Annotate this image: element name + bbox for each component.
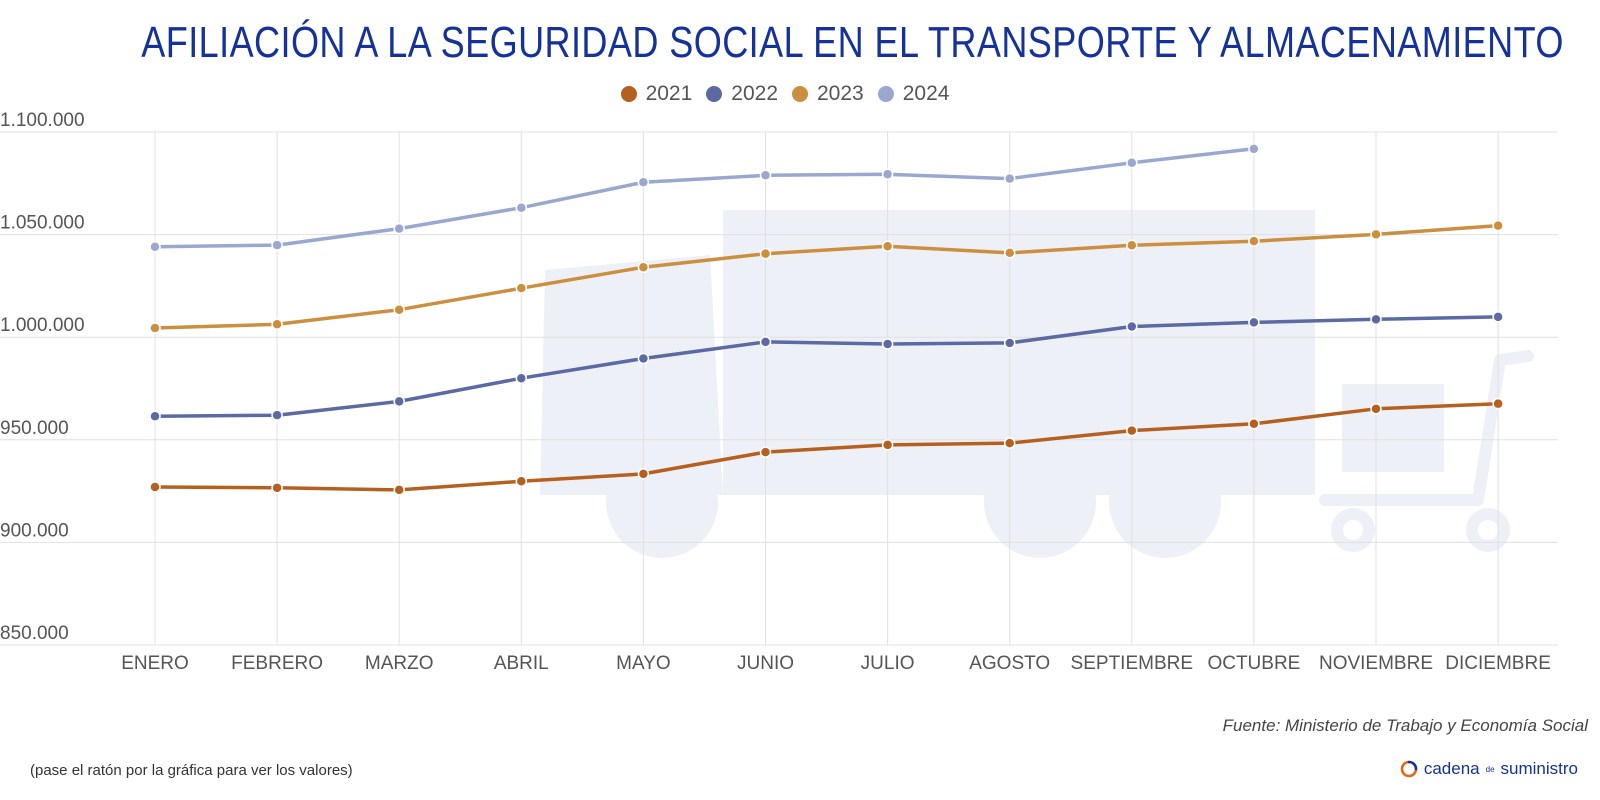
data-point-2023[interactable]	[393, 303, 405, 316]
data-point-2022[interactable]	[271, 409, 283, 421]
x-tick-label: JUNIO	[737, 653, 794, 674]
data-point-2024[interactable]	[1126, 157, 1138, 169]
source-note: Fuente: Ministerio de Trabajo y Economía…	[1222, 716, 1588, 735]
data-point-2022[interactable]	[1248, 316, 1260, 329]
data-point-2021[interactable]	[1492, 397, 1504, 410]
data-point-2024[interactable]	[393, 222, 405, 235]
data-point-2023[interactable]	[1370, 228, 1382, 241]
series-line-2022	[153, 315, 1500, 418]
x-tick-label: AGOSTO	[969, 653, 1050, 674]
truck-icon	[540, 210, 1315, 558]
y-tick-label: 1.100.000	[0, 110, 85, 131]
data-point-2022[interactable]	[759, 336, 772, 348]
data-point-2024[interactable]	[271, 239, 283, 251]
legend-item-2022[interactable]: 2022	[706, 82, 778, 106]
y-tick-label: 1.050.000	[0, 213, 85, 234]
data-point-2022[interactable]	[1492, 311, 1504, 323]
data-point-2023[interactable]	[759, 247, 772, 260]
data-point-2021[interactable]	[393, 484, 405, 496]
data-point-2021[interactable]	[149, 481, 161, 493]
data-point-2024[interactable]	[881, 168, 894, 181]
series-line-2024	[153, 147, 1256, 249]
legend-item-2021[interactable]: 2021	[620, 82, 693, 106]
x-tick-label: SEPTIEMBRE	[1071, 653, 1193, 674]
legend-label-2023: 2023	[817, 82, 864, 105]
brand-name-part2: de	[1485, 764, 1495, 774]
hover-hint: (pase el ratón por la gráfica para ver l…	[30, 762, 353, 779]
y-tick-label: 1.000.000	[0, 315, 85, 336]
data-point-2023[interactable]	[637, 261, 650, 273]
data-point-2021[interactable]	[1248, 418, 1260, 430]
legend-marker-2023	[792, 86, 808, 102]
series-line-2021	[153, 401, 1500, 492]
x-tick-label: OCTUBRE	[1207, 653, 1300, 674]
data-point-2023[interactable]	[1126, 239, 1138, 252]
legend-item-2023[interactable]: 2023	[792, 82, 864, 106]
grid	[0, 131, 1558, 646]
legend-marker-2022	[706, 86, 723, 102]
axis-labels: 850.000 900.000 950.000 1.000.000 1.050.000 1…	[0, 110, 1551, 674]
data-point-2021[interactable]	[881, 439, 894, 451]
data-point-2024[interactable]	[515, 201, 528, 214]
data-point-2024[interactable]	[637, 176, 650, 189]
data-point-2023[interactable]	[149, 322, 161, 334]
data-point-2023[interactable]	[1003, 247, 1016, 259]
legend-marker-2024	[877, 86, 894, 102]
data-point-2022[interactable]	[393, 395, 405, 408]
data-point-2021[interactable]	[1370, 403, 1382, 415]
data-point-2022[interactable]	[515, 372, 528, 384]
data-point-2024[interactable]	[1248, 143, 1260, 155]
data-point-2022[interactable]	[1003, 337, 1016, 349]
data-point-2022[interactable]	[1126, 320, 1138, 333]
data-point-2021[interactable]	[1003, 437, 1016, 449]
data-point-2022[interactable]	[637, 352, 650, 365]
x-tick-label: ENERO	[121, 653, 189, 674]
legend-item-2024[interactable]: 2024	[877, 82, 950, 106]
data-point-2021[interactable]	[1126, 424, 1138, 437]
data-point-2024[interactable]	[1003, 172, 1016, 185]
data-point-2022[interactable]	[1370, 313, 1382, 326]
x-tick-label: MAYO	[616, 653, 671, 674]
data-point-2021[interactable]	[637, 468, 650, 480]
x-tick-label: ABRIL	[494, 653, 549, 674]
data-point-2021[interactable]	[759, 446, 772, 458]
refresh-circle-icon	[1400, 760, 1418, 778]
data-point-2023[interactable]	[881, 240, 894, 253]
shopping-cart-icon	[1319, 350, 1534, 552]
legend: 2021 2022 2023 2024	[0, 82, 1570, 106]
legend-label-2022: 2022	[731, 82, 778, 105]
data-point-2024[interactable]	[149, 240, 161, 253]
legend-marker-2021	[620, 86, 637, 102]
data-point-2021[interactable]	[271, 482, 283, 494]
data-point-2022[interactable]	[881, 338, 894, 350]
y-tick-label: 850.000	[0, 623, 69, 644]
y-tick-label: 900.000	[0, 520, 69, 541]
data-point-2023[interactable]	[271, 318, 283, 331]
data-point-2023[interactable]	[1492, 219, 1504, 232]
x-tick-label: DICIEMBRE	[1445, 653, 1551, 674]
series-line-2023	[153, 223, 1500, 330]
series-lines	[149, 143, 1504, 496]
brand-name-part1: cadena	[1423, 759, 1480, 778]
data-point-2023[interactable]	[1248, 235, 1260, 247]
legend-label-2024: 2024	[902, 82, 950, 105]
x-tick-label: FEBRERO	[231, 653, 323, 674]
x-tick-label: MARZO	[365, 653, 434, 674]
x-tick-label: JULIO	[861, 653, 915, 674]
data-point-2024[interactable]	[759, 169, 772, 182]
data-point-2023[interactable]	[515, 282, 528, 294]
data-point-2022[interactable]	[149, 410, 161, 422]
brand-name-part3: suministro	[1500, 759, 1578, 778]
legend-label-2021: 2021	[645, 82, 693, 105]
chart-title: AFILIACIÓN A LA SEGURIDAD SOCIAL EN EL T…	[141, 18, 1564, 67]
brand-logo[interactable]: cadena de suministro	[1400, 759, 1578, 779]
data-point-2021[interactable]	[515, 475, 528, 488]
x-tick-label: NOVIEMBRE	[1319, 653, 1433, 674]
y-tick-label: 950.000	[0, 418, 69, 439]
